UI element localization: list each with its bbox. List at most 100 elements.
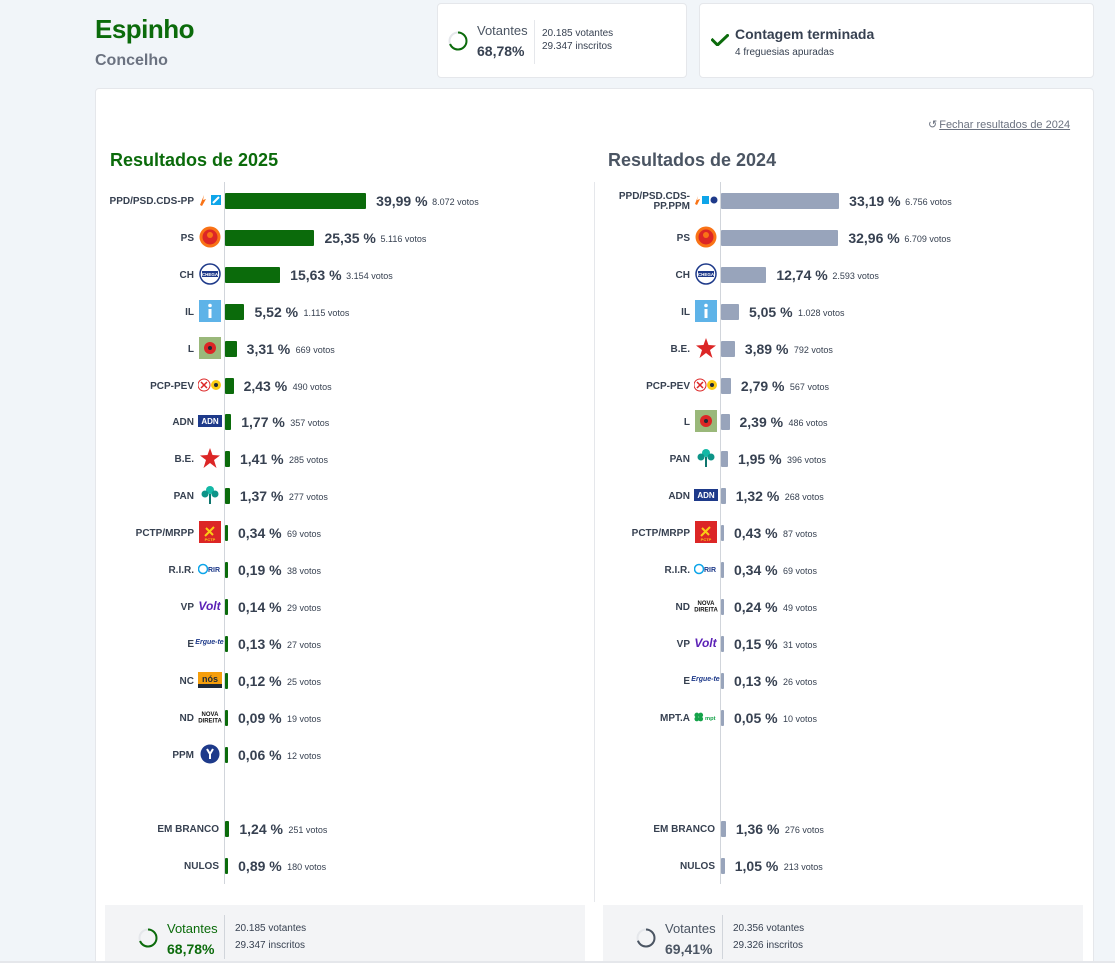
result-votes: 277 votos [288,492,328,503]
result-row-2025-nc: NC nós 0,12 % 25 votos [0,671,1115,695]
result-row-2025-nulos: NULOS 0,89 % 180 votos [0,858,1115,880]
pan-logo [693,447,718,469]
party-name: E [683,675,690,687]
pctp-logo: PCTP [197,521,222,544]
result-percent: 25,35 % [324,229,376,246]
results-2025-heading: Resultados de 2025 [110,150,279,170]
party-name: B.E. [174,454,194,466]
result-bar [225,340,237,357]
result-percent: 0,13 % [238,635,282,652]
result-votes: 19 votos [287,713,322,724]
result-votes: 5.116 votos [380,233,427,244]
close-2024-results-link[interactable]: ↺ Fechar resultados de 2024 [928,118,1070,131]
party-name: MPT.A [660,712,690,724]
result-row-2024-vp: VP Volt 0,15 % 31 votos [0,635,1115,658]
result-percent: 5,52 % [254,303,299,320]
result-percent: 0,43 % [734,525,778,542]
party-name: IL [681,306,690,318]
party-name: ADN [668,491,690,503]
result-row-2025-pan: PAN 1,37 % 277 votos [0,486,1115,510]
svg-text:mpt: mpt [705,715,716,721]
ps-logo [197,226,222,248]
party-name: L [683,417,690,429]
result-percent: 2,79 % [740,377,785,394]
result-bar [721,635,724,652]
nos-cidadaos-logo: nós [197,669,222,691]
livre-logo [197,336,222,359]
result-bar [721,598,724,615]
result-row-2025-pcp-pev: PCP-PEV 2,43 % 490 votos [0,377,1115,400]
result-percent: 1,41 % [239,451,284,468]
result-bar [225,414,232,431]
result-votes: 490 votos [292,381,332,392]
volt-logo: Volt [198,598,221,613]
party-name: PPD/PSD.CDS- PP.PPM [619,192,690,212]
il-logo [693,299,718,322]
result-votes: 87 votos [783,529,818,540]
party-name: PCP-PEV [646,380,690,392]
il-logo [197,299,222,322]
party-name: PCTP/MRPP [631,528,690,540]
result-votes: 38 votos [287,566,322,576]
svg-text:CHEGA: CHEGA [697,272,714,277]
result-percent: 0,24 % [734,598,778,615]
result-row-2024-e: E Ergue-te 0,13 % 26 votos [0,672,1115,695]
result-row-2025-il: IL 5,52 % 1.115 votos [0,299,1115,326]
result-bar [721,340,735,357]
turnout-voters: 20.185 votantes [542,28,614,39]
result-votes: 567 votos [789,381,829,392]
result-percent: 15,63 % [290,266,342,283]
result-row-2024-em-branco: EM BRANCO 1,36 % 276 votos [0,821,1115,843]
result-votes: 486 votos [788,418,828,429]
result-votes: 276 votos [784,825,824,835]
result-votes: 10 votos [783,713,818,724]
footer-2024-percent: 69,41% [665,941,713,957]
party-name: VP [180,601,194,613]
result-row-2024-l: L 2,39 % 486 votos [0,410,1115,436]
result-percent: 2,39 % [739,414,784,431]
result-row-2024-pctp-mrpp: PCTP/MRPP PCTP 0,43 % 87 votos [0,521,1115,547]
result-percent: 3,89 % [744,340,789,357]
ps-logo [693,226,718,248]
result-bar [225,488,230,505]
result-bar [721,488,726,505]
result-votes: 26 votos [783,676,818,687]
result-row-2024-nulos: NULOS 1,05 % 213 votos [0,858,1115,880]
result-votes: 285 votos [288,455,328,466]
result-percent: 3,31 % [246,340,291,357]
adn-logo: ADN [197,410,222,432]
result-percent: 39,99 % [376,193,428,209]
cdu-logo [693,374,718,396]
result-percent: 0,09 % [238,709,282,726]
footer-2025-label: Votantes [167,921,218,936]
result-bar [721,303,739,320]
count-status-subtitle: 4 freguesias apuradas [735,47,834,58]
result-bar [225,562,228,578]
results-2024-turnout-footer: Votantes 69,41% 20.356 votantes 29.326 i… [603,905,1083,963]
party-name: NC [179,675,194,687]
adn-logo: ADN [693,484,718,506]
result-percent: 0,89 % [238,858,282,874]
result-votes: 213 votos [783,862,823,872]
turnout-ring-icon [138,928,158,948]
party-name: PCP-PEV [150,380,194,392]
svg-text:RIR: RIR [703,567,715,574]
result-row-2024-ch: CH CHEGA 12,74 % 2.593 votos [0,263,1115,289]
nova-direita-logo: NOVA DIREITA [693,595,718,617]
ppm-logo [197,743,222,765]
results-2025-axis [224,182,225,884]
result-row-2024-r-i-r: R.I.R. RIR 0,34 % 69 votos [0,562,1115,584]
result-votes: 25 votos [287,676,322,687]
rir-logo: RIR [197,558,222,580]
party-name: CH [675,269,690,281]
result-votes: 2.593 votos [832,270,879,281]
column-separator [594,182,595,902]
footer-2025-voters: 20.185 votantes [235,923,307,934]
result-row-2025-b-e: B.E. 1,41 % 285 votos [0,448,1115,473]
psd-cds-logo [197,189,222,211]
result-row-2024-mpt-a: MPT.A mpt 0,05 % 10 votos [0,709,1115,732]
be-logo [693,337,718,359]
result-bar [721,858,725,874]
pctp-logo: PCTP [693,521,718,544]
result-votes: 251 votos [288,825,328,835]
